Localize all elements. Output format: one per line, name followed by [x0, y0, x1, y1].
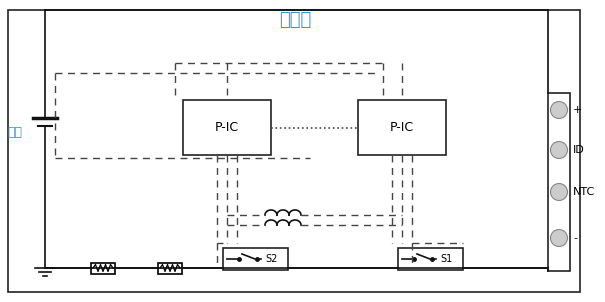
Circle shape	[551, 101, 567, 118]
FancyBboxPatch shape	[158, 262, 182, 274]
Text: S2: S2	[265, 254, 277, 264]
Text: S1: S1	[440, 254, 453, 264]
Text: -: -	[573, 233, 577, 243]
FancyBboxPatch shape	[358, 100, 446, 155]
FancyBboxPatch shape	[398, 248, 463, 270]
Circle shape	[551, 142, 567, 159]
Text: ID: ID	[573, 145, 585, 155]
Circle shape	[551, 184, 567, 201]
FancyBboxPatch shape	[223, 248, 288, 270]
Text: +: +	[573, 105, 583, 115]
Circle shape	[551, 230, 567, 246]
Text: P-IC: P-IC	[215, 121, 239, 134]
FancyBboxPatch shape	[548, 93, 570, 271]
Text: P-IC: P-IC	[390, 121, 414, 134]
Text: 单电池: 单电池	[279, 11, 311, 29]
Text: 电芯: 电芯	[7, 126, 22, 139]
Text: NTC: NTC	[573, 187, 595, 197]
FancyBboxPatch shape	[183, 100, 271, 155]
FancyBboxPatch shape	[91, 262, 115, 274]
